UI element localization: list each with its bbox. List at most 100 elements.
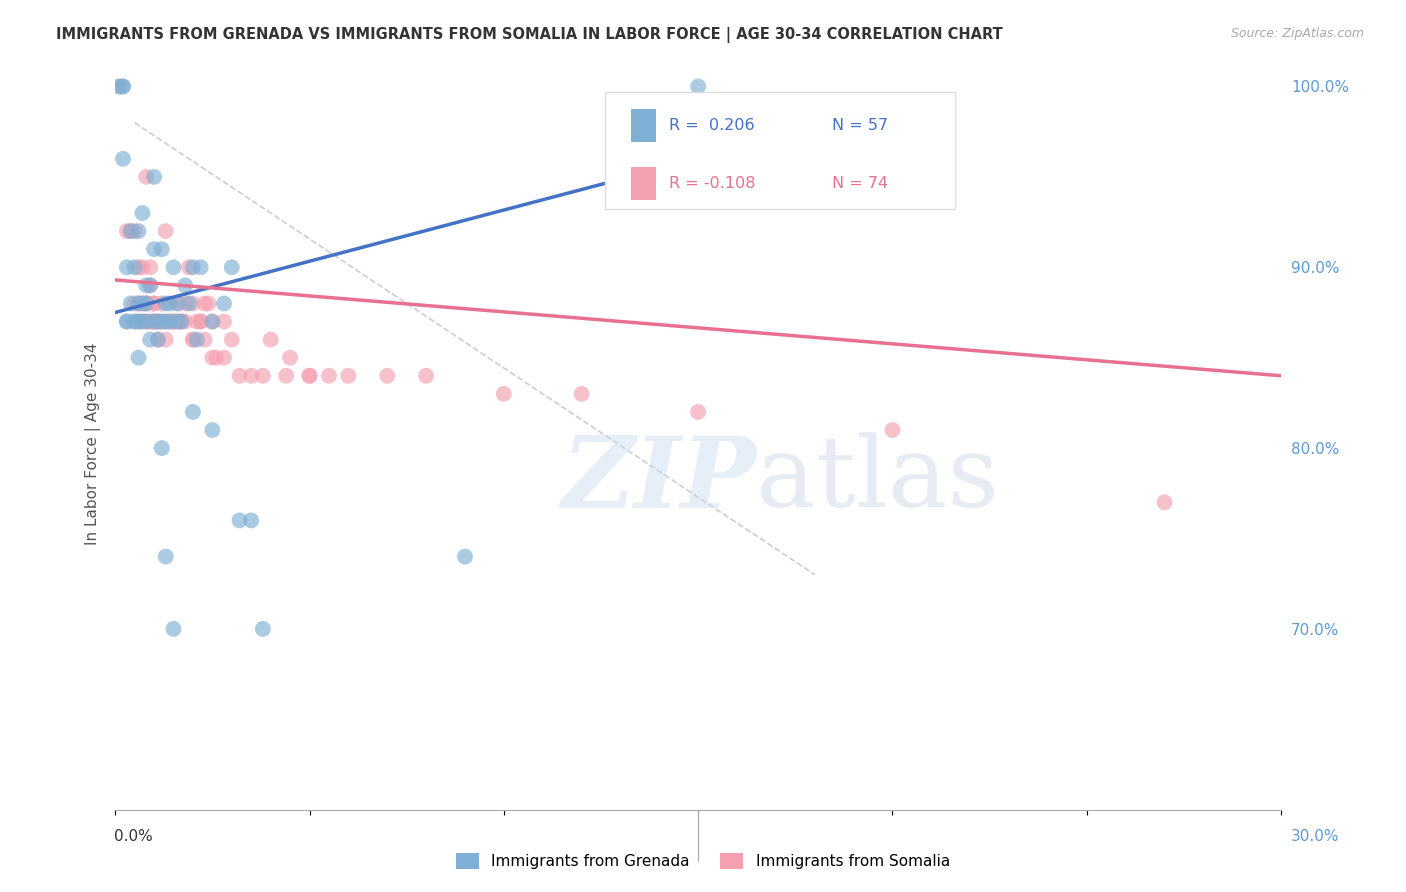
Point	[212, 296, 235, 310]
Point	[181, 296, 204, 310]
Point	[139, 278, 162, 293]
Point	[135, 314, 157, 328]
Point	[143, 296, 166, 310]
Point	[120, 296, 142, 310]
Legend: Immigrants from Grenada, Immigrants from Somalia: Immigrants from Grenada, Immigrants from…	[450, 847, 956, 875]
Point	[571, 387, 593, 401]
FancyBboxPatch shape	[630, 109, 657, 142]
Point	[150, 441, 173, 455]
Point	[155, 314, 177, 328]
Point	[318, 368, 340, 383]
Point	[115, 224, 138, 238]
Point	[228, 368, 250, 383]
Point	[181, 333, 204, 347]
Point	[120, 224, 142, 238]
Point	[150, 242, 173, 256]
Point	[124, 260, 146, 275]
Point	[124, 224, 146, 238]
FancyBboxPatch shape	[605, 92, 955, 210]
Point	[111, 79, 134, 94]
Point	[131, 314, 153, 328]
Point	[201, 314, 224, 328]
Point	[170, 314, 193, 328]
Point	[174, 278, 197, 293]
Point	[162, 314, 184, 328]
Point	[128, 351, 150, 365]
Point	[212, 314, 235, 328]
Y-axis label: In Labor Force | Age 30-34: In Labor Force | Age 30-34	[86, 343, 101, 545]
Point	[415, 368, 437, 383]
Point	[155, 224, 177, 238]
Point	[115, 314, 138, 328]
Point	[155, 296, 177, 310]
Point	[128, 224, 150, 238]
Point	[194, 333, 217, 347]
Point	[131, 296, 153, 310]
Point	[166, 314, 188, 328]
Point	[162, 622, 184, 636]
Point	[276, 368, 298, 383]
Point	[1153, 495, 1175, 509]
Point	[128, 314, 150, 328]
Point	[146, 314, 169, 328]
Point	[162, 314, 184, 328]
Point	[259, 333, 281, 347]
Text: atlas: atlas	[756, 433, 1000, 528]
Point	[131, 206, 153, 220]
Point	[181, 405, 204, 419]
Point	[190, 314, 212, 328]
Point	[128, 296, 150, 310]
Point	[240, 513, 263, 527]
Point	[135, 296, 157, 310]
Text: R = -0.108: R = -0.108	[669, 176, 755, 191]
Point	[166, 296, 188, 310]
Point	[115, 260, 138, 275]
Point	[150, 314, 173, 328]
Point	[882, 423, 904, 437]
Point	[252, 622, 274, 636]
Point	[143, 169, 166, 184]
Point	[139, 260, 162, 275]
Point	[146, 333, 169, 347]
Point	[111, 79, 134, 94]
Text: Source: ZipAtlas.com: Source: ZipAtlas.com	[1230, 27, 1364, 40]
Point	[135, 296, 157, 310]
Text: N = 57: N = 57	[832, 118, 889, 133]
Point	[194, 296, 217, 310]
Point	[170, 314, 193, 328]
Text: IMMIGRANTS FROM GRENADA VS IMMIGRANTS FROM SOMALIA IN LABOR FORCE | AGE 30-34 CO: IMMIGRANTS FROM GRENADA VS IMMIGRANTS FR…	[56, 27, 1002, 43]
Point	[108, 79, 131, 94]
Point	[212, 351, 235, 365]
Point	[159, 296, 181, 310]
Point	[131, 314, 153, 328]
Point	[135, 314, 157, 328]
Text: ZIP: ZIP	[561, 432, 756, 528]
Point	[688, 79, 710, 94]
Point	[298, 368, 321, 383]
Point	[166, 296, 188, 310]
Point	[190, 260, 212, 275]
Text: 30.0%: 30.0%	[1291, 830, 1339, 844]
Point	[177, 260, 200, 275]
Point	[146, 314, 169, 328]
Point	[201, 423, 224, 437]
Point	[146, 333, 169, 347]
Point	[135, 278, 157, 293]
Point	[124, 314, 146, 328]
Point	[124, 314, 146, 328]
Point	[150, 296, 173, 310]
Point	[197, 296, 219, 310]
Point	[688, 405, 710, 419]
Point	[170, 314, 193, 328]
Point	[143, 314, 166, 328]
Point	[139, 314, 162, 328]
Point	[139, 333, 162, 347]
Point	[174, 314, 197, 328]
Point	[205, 351, 228, 365]
Point	[115, 314, 138, 328]
Point	[454, 549, 477, 564]
Point	[166, 314, 188, 328]
Point	[143, 296, 166, 310]
Point	[124, 296, 146, 310]
Point	[135, 169, 157, 184]
